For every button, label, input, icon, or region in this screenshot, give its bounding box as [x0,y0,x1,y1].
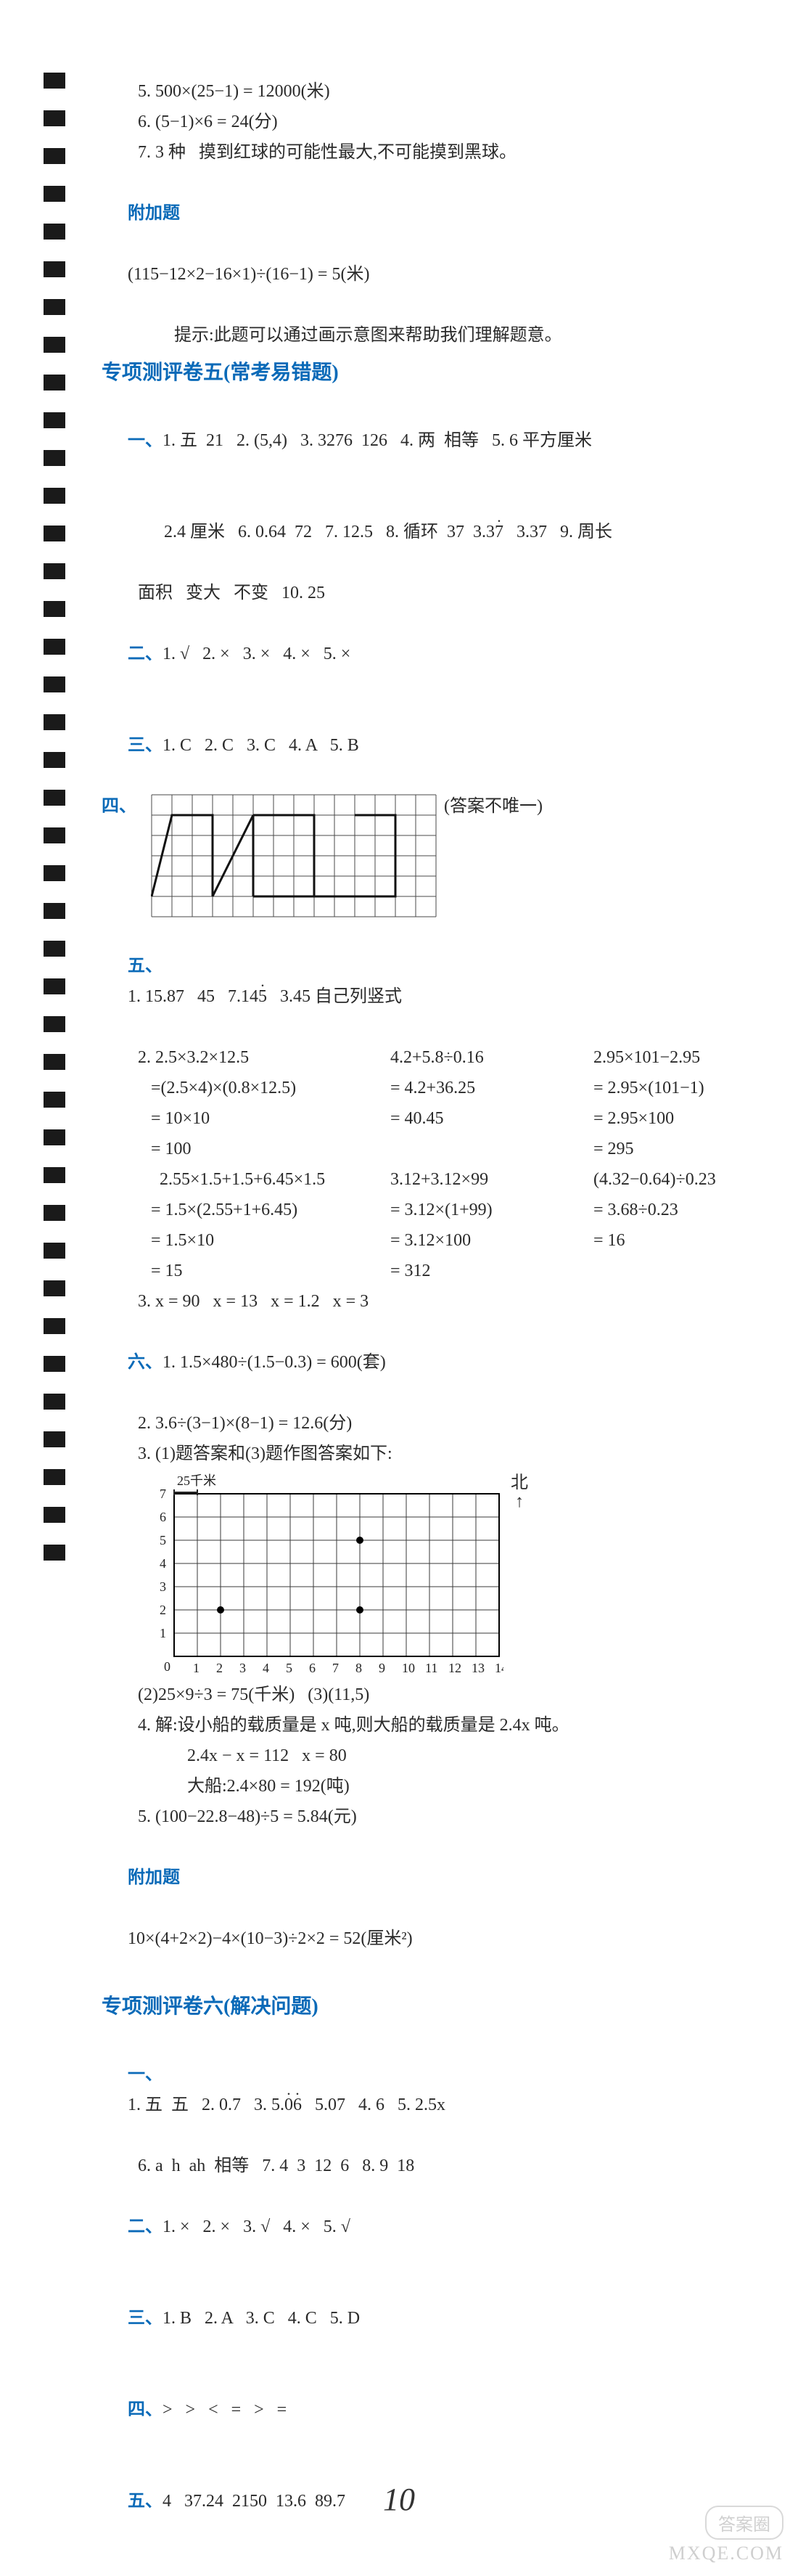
svg-text:1: 1 [160,1626,166,1640]
s5-q6-2: 2. 3.6÷(3−1)×(8−1) = 12.6(分) [102,1408,754,1439]
s5-q1-c: 面积 变大 不变 10. 25 [102,578,754,608]
calc-r1: =(2.5×4)×(0.8×12.5) = 4.2+36.25 = 2.95×(… [102,1073,754,1103]
svg-text:2: 2 [216,1661,223,1675]
top-line-6: 6. (5−1)×6 = 24(分) [102,107,754,137]
svg-text:13: 13 [472,1661,485,1675]
label-er: 二、 [128,639,163,669]
label-si: 四、 [102,791,136,822]
svg-text:6: 6 [160,1510,166,1524]
s6-q2: 二、1. × 2. × 3. √ 4. × 5. √ [102,2181,754,2273]
calc-r8: = 15 = 312 [102,1256,754,1286]
svg-text:6: 6 [309,1661,316,1675]
s5-q5-1: 五、 1. 15.87 45 7.145 3.45 自己列竖式 [102,920,754,1042]
calc-r7: = 1.5×10 = 3.12×100 = 16 [102,1225,754,1256]
content: 5. 500×(25−1) = 12000(米) 6. (5−1)×6 = 24… [102,76,754,2547]
svg-text:8: 8 [355,1661,362,1675]
s6-q1b: 6. a h ah 相等 7. 4 3 12 6 8. 9 18 [102,2151,754,2181]
calc-r3: = 100 = 295 [102,1134,754,1164]
arrow-up-icon: ↑ [511,1492,528,1511]
watermark-badge: 答案圈 [705,2506,783,2540]
s5-q2: 二、1. √ 2. × 3. × 4. × 5. × [102,608,754,700]
s5-q6-1: 六、1. 1.5×480÷(1.5−0.3) = 600(套) [102,1317,754,1408]
grid-note: (答案不唯一) [444,791,543,822]
svg-text:11: 11 [425,1661,437,1675]
svg-text:9: 9 [379,1661,385,1675]
s5-q3: 三、1. C 2. C 3. C 4. A 5. B [102,700,754,791]
section6-title: 专项测评卷六(解决问题) [102,1989,754,2024]
s5-q6-5: 5. (100−22.8−48)÷5 = 5.84(元) [102,1802,754,1832]
s5-bonus: 附加题 10×(4+2×2)−4×(10−3)÷2×2 = 52(厘米²) [102,1832,754,1984]
chart-wrap: 01234567891011121314123456725千米 北 ↑ [102,1469,754,1680]
calc-r2: = 10×10 = 40.45 = 2.95×100 [102,1103,754,1134]
page-number: 10 [383,2481,415,2518]
svg-text:3: 3 [160,1579,166,1594]
label-wu: 五、 [128,951,163,981]
binding-holes [44,73,65,1582]
top-bonus-text: (115−12×2−16×1)÷(16−1) = 5(米) [128,265,369,284]
s5-q6-4c: 大船:2.4×80 = 192(吨) [102,1771,754,1802]
calc-head: 2. 2.5×3.2×12.5 4.2+5.8÷0.16 2.95×101−2.… [102,1042,754,1073]
page: 5. 500×(25−1) = 12000(米) 6. (5−1)×6 = 24… [0,0,798,2576]
bonus-label-2: 附加题 [128,1868,180,1887]
calc-r5: 2.55×1.5+1.5+6.45×1.5 3.12+3.12×99 (4.32… [102,1164,754,1195]
s5-q5-3: 3. x = 90 x = 13 x = 1.2 x = 3 [102,1286,754,1317]
svg-text:10: 10 [402,1661,415,1675]
s5-q4: 四、 (答案不唯一) [102,791,754,920]
s5-q1-b: 2.4 厘米 6. 0.64 72 7. 12.5 8. 循环 37 3.37 … [102,486,754,578]
svg-text:12: 12 [448,1661,461,1675]
svg-text:4: 4 [160,1556,166,1571]
section5-title: 专项测评卷五(常考易错题) [102,355,754,391]
s5-q1-a: 一、1. 五 21 2. (5,4) 3. 3276 126 4. 两 相等 5… [102,395,754,486]
label-san: 三、 [128,730,163,761]
s5-q6-4b: 2.4x − x = 112 x = 80 [102,1741,754,1771]
north-indicator: 北 ↑ [511,1473,528,1512]
label-yi: 一、 [128,425,163,456]
s6-q3: 三、1. B 2. A 3. C 4. C 5. D [102,2273,754,2364]
top-bonus-hint: 提示:此题可以通过画示意图来帮助我们理解题意。 [102,320,754,351]
calc-r6: = 1.5×(2.55+1+6.45) = 3.12×(1+99) = 3.68… [102,1195,754,1225]
svg-text:5: 5 [286,1661,292,1675]
svg-text:5: 5 [160,1533,166,1547]
label-liu: 六、 [128,1347,163,1378]
top-line-5: 5. 500×(25−1) = 12000(米) [102,76,754,107]
s6-q5: 五、4 37.24 2150 13.6 89.7 [102,2456,754,2547]
coordinate-chart: 01234567891011121314123456725千米 [152,1472,503,1677]
s5-q6-4a: 4. 解:设小船的载质量是 x 吨,则大船的载质量是 2.4x 吨。 [102,1710,754,1741]
watermark-site: MXQE.COM [669,2543,783,2564]
grid-figure [151,794,437,917]
svg-text:0: 0 [164,1659,170,1674]
s5-q6-3: 3. (1)题答案和(3)题作图答案如下: [102,1439,754,1469]
s6-q4: 四、> > < = > = [102,2364,754,2456]
svg-text:7: 7 [160,1487,166,1501]
bonus-label: 附加题 [128,204,180,223]
svg-text:4: 4 [263,1661,269,1675]
svg-text:3: 3 [239,1661,246,1675]
svg-text:1: 1 [193,1661,200,1675]
svg-text:25千米: 25千米 [177,1473,216,1488]
s6-q1a: 一、 1. 五 五 2. 0.7 3. 5.06 5.07 4. 6 5. 2.… [102,2029,754,2151]
top-line-7: 7. 3 种 摸到红球的可能性最大,不可能摸到黑球。 [102,137,754,168]
svg-text:14: 14 [495,1661,503,1675]
s5-q6-32: (2)25×9÷3 = 75(千米) (3)(11,5) [102,1680,754,1710]
top-bonus: 附加题 (115−12×2−16×1)÷(16−1) = 5(米) [102,168,754,320]
svg-text:7: 7 [332,1661,339,1675]
svg-text:2: 2 [160,1603,166,1617]
